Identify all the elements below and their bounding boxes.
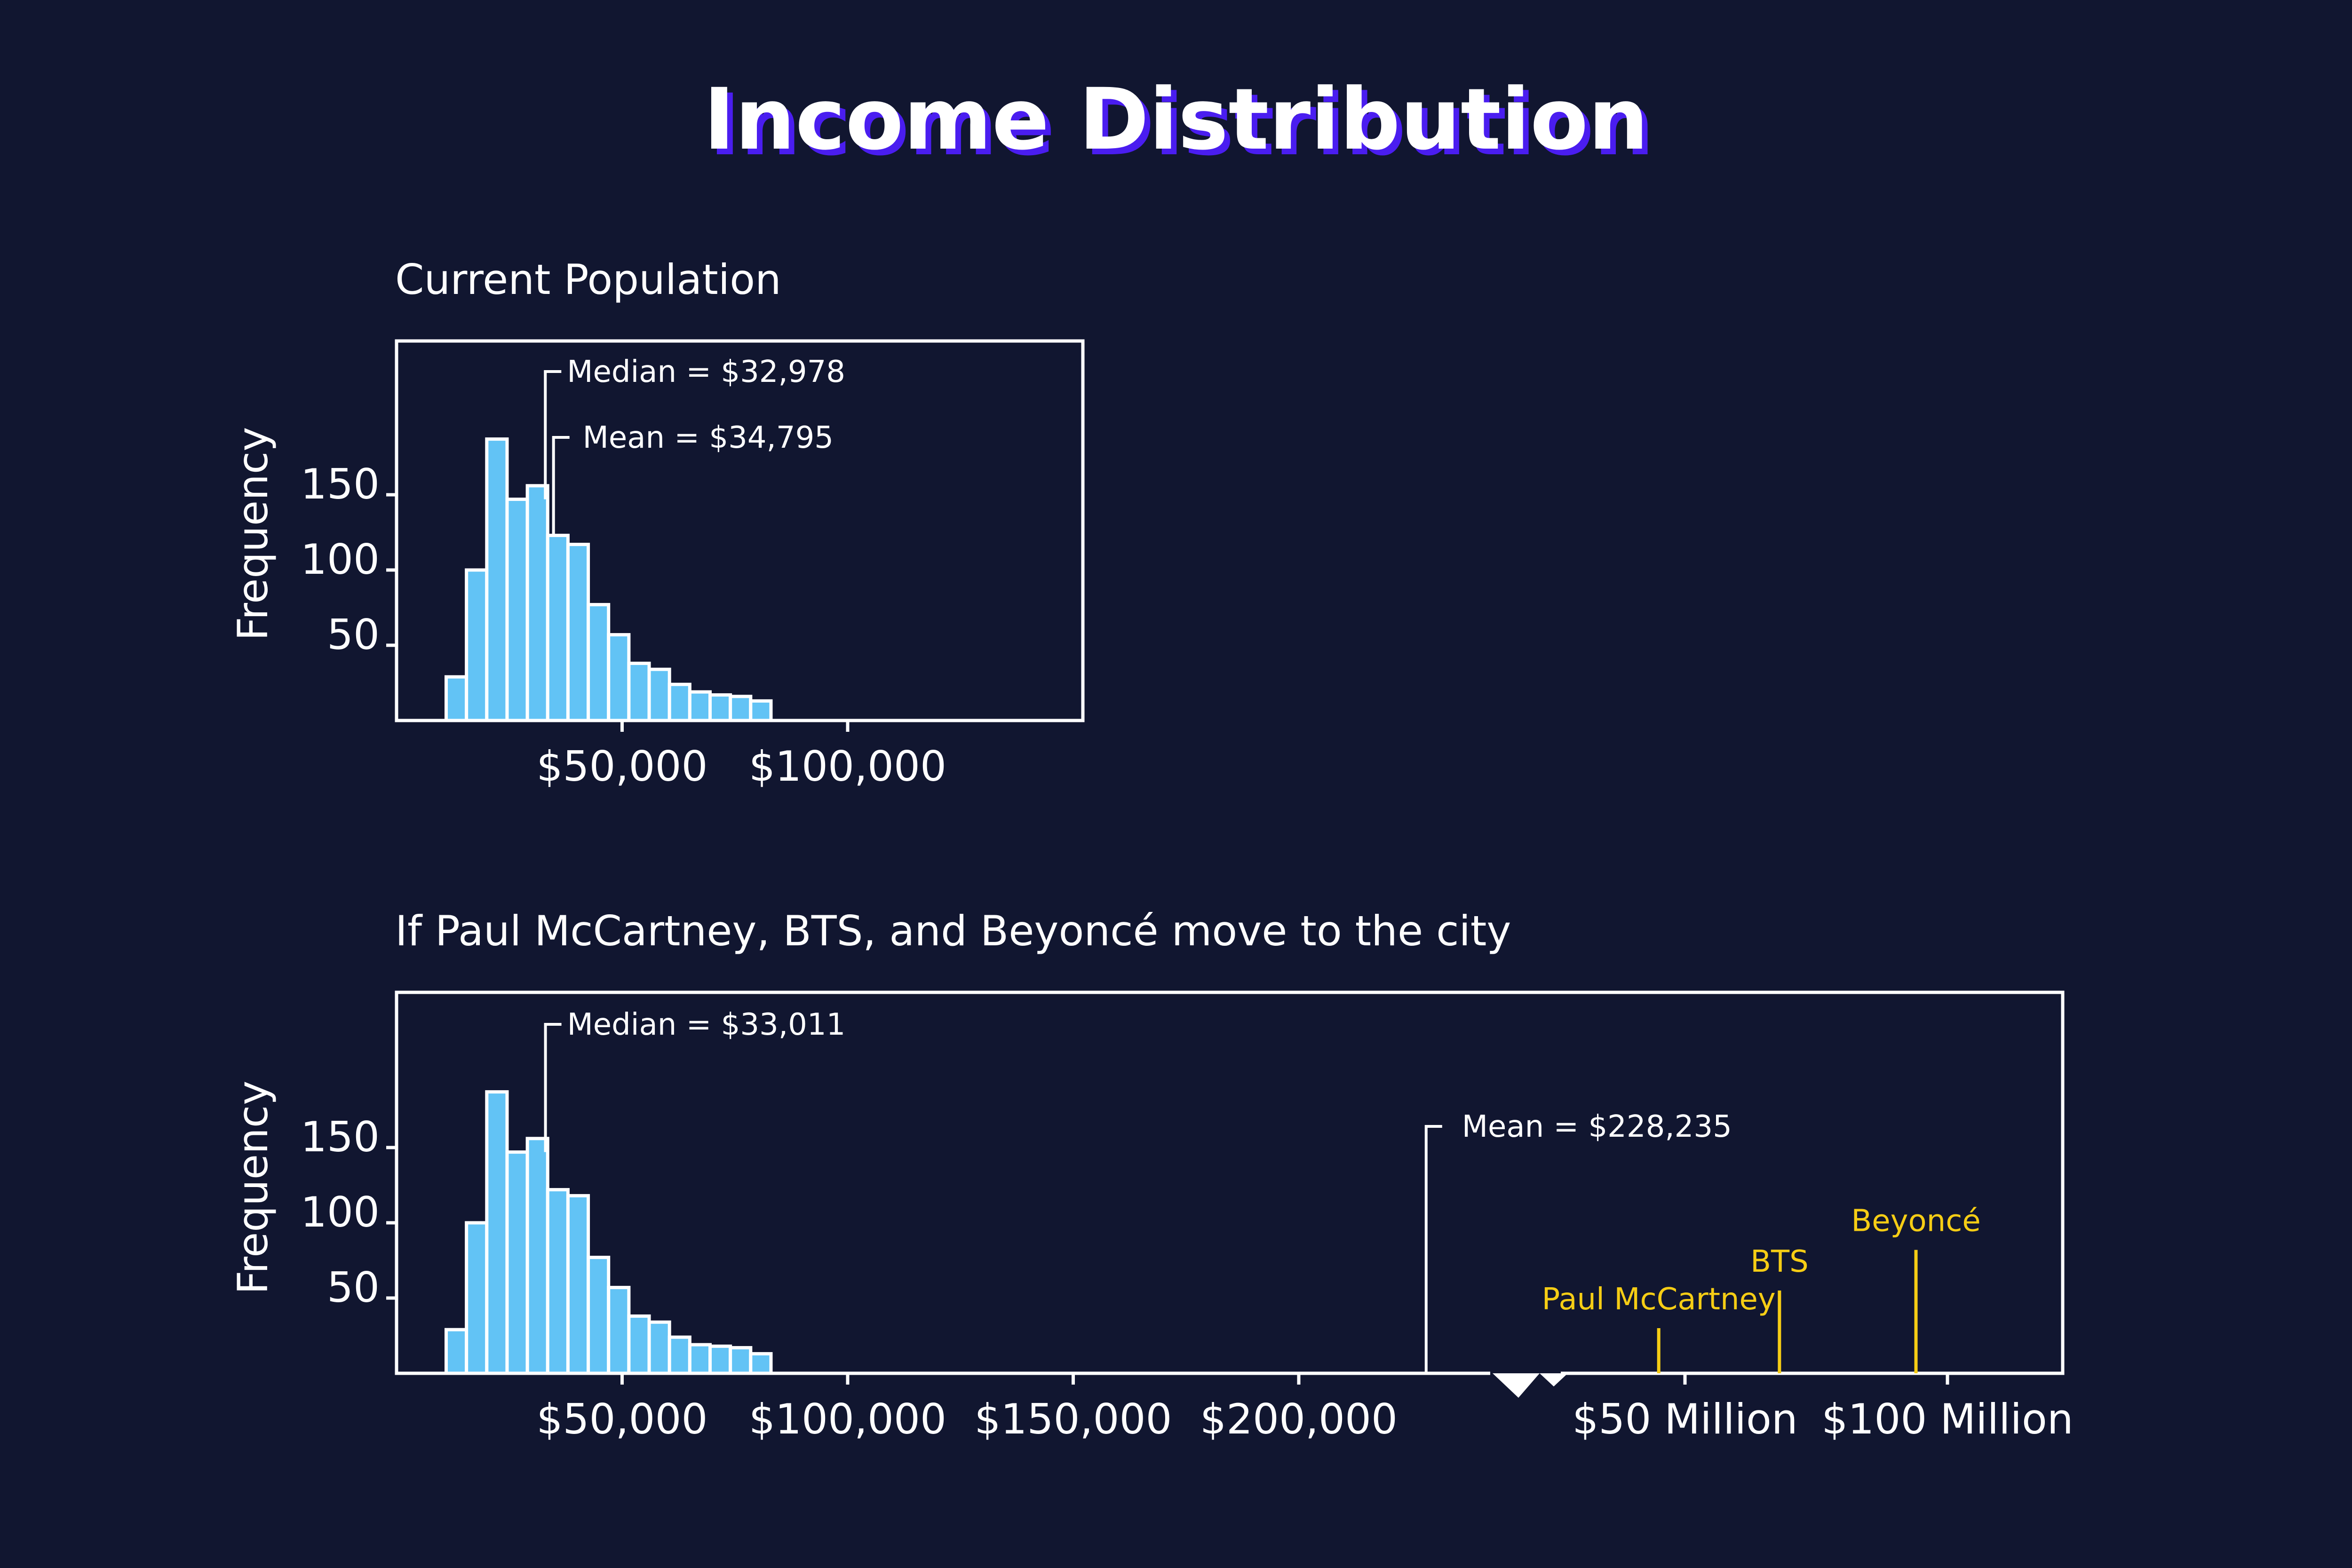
panel2-xtick-label-0: $50,000 xyxy=(537,1395,708,1443)
panel1-bar-4 xyxy=(525,484,549,722)
panel2-bar-0 xyxy=(444,1328,469,1375)
panel1-bar-10 xyxy=(647,667,671,722)
panel2-bar-1 xyxy=(465,1221,489,1375)
panel2-ytick-label-2: 150 xyxy=(301,1113,380,1161)
panel1-frame xyxy=(395,339,1085,722)
panel1-bar-0 xyxy=(444,675,469,722)
panel2-bar-4 xyxy=(525,1137,549,1375)
panel2-bar-3 xyxy=(505,1150,529,1375)
panel1-bar-2 xyxy=(485,437,509,722)
panel1-annotation-label-0: Median = $32,978 xyxy=(567,355,845,389)
panel2-annotation-label-1: Mean = $228,235 xyxy=(1462,1109,1732,1144)
panel2-bar-6 xyxy=(566,1194,590,1375)
panel1-ytick-label-2: 150 xyxy=(301,460,380,508)
panel2-axis-break-mark-right xyxy=(1540,1373,1568,1386)
panel2-xtick-label-1: $100,000 xyxy=(749,1395,946,1443)
panel1-plot: 50 100 150 $50,000 $100,000 Median = $32,978 M… xyxy=(301,339,1085,791)
panel1-xtick-label-1: $100,000 xyxy=(749,742,946,791)
panel2-bar-14 xyxy=(729,1346,753,1375)
panel1-bar-12 xyxy=(688,690,712,722)
panel2-title: If Paul McCartney, BTS, and Beyoncé move… xyxy=(395,907,1511,955)
panel2-xtick-label-2: $150,000 xyxy=(975,1395,1172,1443)
panel1-bar-3 xyxy=(505,498,529,722)
panel2-xtick-label-3: $200,000 xyxy=(1200,1395,1398,1443)
panel1-bar-8 xyxy=(607,633,631,722)
panel1-ytick-label-1: 100 xyxy=(301,535,380,584)
panel2-annotation-label-0: Median = $33,011 xyxy=(567,1007,846,1042)
panel1-bar-7 xyxy=(587,603,611,722)
panel1-annotation-bracket-0 xyxy=(544,370,562,499)
panel1-bar-15 xyxy=(749,699,773,722)
panel1-bar-1 xyxy=(465,568,489,722)
panel2-bar-12 xyxy=(688,1343,712,1375)
panel2-annotation-bracket-1 xyxy=(1424,1125,1442,1373)
panel1-bar-13 xyxy=(708,693,732,722)
panel2-plot: 50 100 150 $50,000 $100,000 $150,000 $200,000 $… xyxy=(301,990,2074,1443)
panel2-ylabel: Frequency xyxy=(229,1081,277,1295)
panel1-annotation-bracket-1 xyxy=(552,436,570,536)
panel2-bar-9 xyxy=(627,1314,651,1375)
panel2-celebrity-label-0: Paul McCartney xyxy=(1542,1282,1776,1317)
panel2-axis-break-mark-left xyxy=(1493,1373,1540,1398)
main-title: Income Distribution xyxy=(703,71,1648,169)
panel1-title: Current Population xyxy=(395,255,781,304)
panel2-bar-2 xyxy=(485,1090,509,1375)
panel2-celebrity-label-1: BTS xyxy=(1750,1244,1809,1279)
panel1-bar-14 xyxy=(729,695,753,722)
panel2-bar-10 xyxy=(647,1320,671,1375)
panel2-xtick-label-5: $100 Million xyxy=(1821,1395,2073,1443)
panel1-bar-9 xyxy=(627,661,651,722)
panel1-bar-11 xyxy=(667,682,691,722)
panel2-bar-13 xyxy=(708,1344,732,1375)
panel2-bar-15 xyxy=(749,1352,773,1375)
panel1-bar-6 xyxy=(566,543,590,722)
panel1-xtick-label-0: $50,000 xyxy=(537,742,708,791)
main-title-shadow: Income Distribution xyxy=(709,76,1654,174)
panel2-bar-7 xyxy=(587,1256,611,1375)
panel1-ylabel: Frequency xyxy=(229,427,277,641)
panel2-bar-11 xyxy=(667,1335,691,1375)
panel2-bar-5 xyxy=(546,1188,570,1375)
panel2-frame xyxy=(395,990,2065,1375)
panel2-celebrity-label-2: Beyoncé xyxy=(1851,1204,1980,1239)
panel2-xtick-label-4: $50 Million xyxy=(1572,1395,1797,1443)
panel1-annotation-label-1: Mean = $34,795 xyxy=(583,420,834,455)
panel2-bar-8 xyxy=(607,1286,631,1375)
panel2-ytick-label-1: 100 xyxy=(301,1188,380,1236)
panel2-annotation-bracket-0 xyxy=(544,1023,562,1152)
panel1-bar-5 xyxy=(546,533,570,722)
panel2-ytick-label-0: 50 xyxy=(327,1263,380,1312)
panel1-ytick-label-0: 50 xyxy=(327,610,380,659)
